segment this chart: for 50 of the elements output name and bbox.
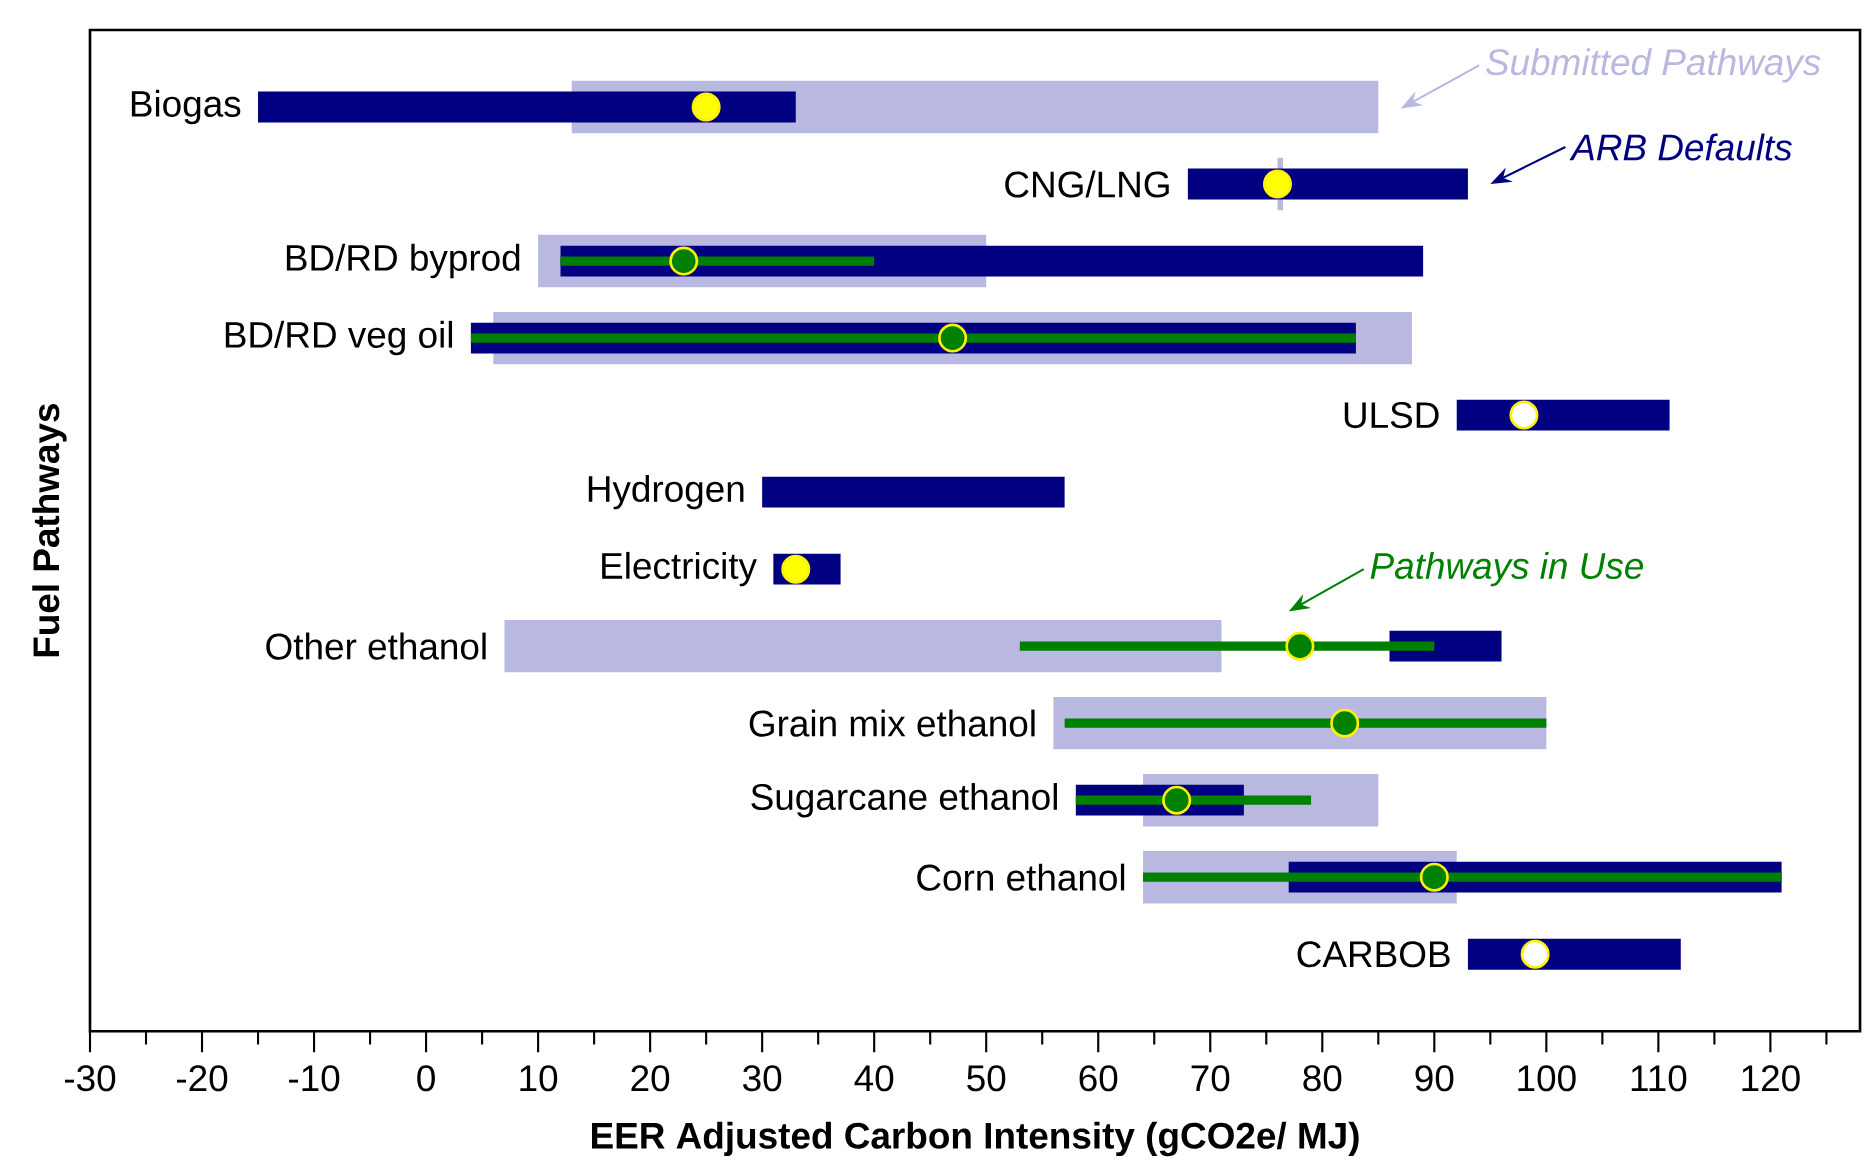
x-tick-label: 90	[1415, 1065, 1454, 1092]
y-tick-label: Electricity	[602, 552, 757, 587]
x-tick-label: -10	[289, 1065, 340, 1092]
bar	[762, 476, 1065, 508]
bar	[258, 91, 796, 123]
x-axis-title: EER Adjusted Carbon Intensity (gCO2e/ MJ)	[592, 1121, 1359, 1157]
point	[1285, 631, 1315, 661]
x-tick-label: 30	[743, 1065, 782, 1092]
x-tick-label: -20	[177, 1065, 228, 1092]
y-tick-label: BD/RD byprod	[286, 244, 520, 279]
point	[781, 554, 811, 584]
x-tick-label: 120	[1742, 1065, 1800, 1092]
point	[669, 246, 699, 276]
legend-label: Submitted Pathways	[1485, 48, 1821, 83]
y-tick-label: Hydrogen	[588, 475, 744, 510]
x-tick-label: 80	[1303, 1065, 1342, 1092]
y-tick-label: Biogas	[131, 90, 241, 125]
x-tick-label: 10	[520, 1065, 558, 1092]
bar	[1456, 399, 1670, 431]
x-tick-label: 40	[854, 1065, 894, 1092]
point	[691, 92, 721, 122]
x-tick-label: 50	[967, 1065, 1006, 1092]
y-tick-label: Corn ethanol	[917, 863, 1125, 892]
y-tick-label: CNG/LNG	[1005, 170, 1169, 198]
x-tick-label: 0	[417, 1065, 435, 1092]
bar	[1187, 168, 1468, 200]
point	[938, 323, 968, 353]
y-tick-label: CARBOB	[1297, 941, 1450, 968]
x-tick-label: 110	[1631, 1065, 1687, 1092]
x-tick-label: 100	[1518, 1065, 1576, 1092]
x-tick-label: 20	[631, 1065, 670, 1092]
x-tick-label: 60	[1079, 1065, 1118, 1092]
point	[1262, 169, 1292, 199]
y-axis-title: Fuel Pathways	[32, 404, 67, 657]
point	[1509, 400, 1539, 430]
point	[1162, 785, 1192, 815]
point	[1520, 939, 1550, 969]
y-tick-label: Grain mix ethanol	[749, 709, 1035, 737]
x-tick-label: -30	[64, 1065, 116, 1092]
y-tick-label: ULSD	[1344, 402, 1439, 429]
legend-label: ARB Defaults	[1569, 133, 1792, 161]
point	[1330, 708, 1360, 738]
bar	[1467, 939, 1681, 970]
y-tick-label: Sugarcane ethanol	[751, 783, 1057, 818]
y-tick-label: BD/RD veg oil	[225, 321, 453, 356]
x-tick-label: 70	[1191, 1065, 1230, 1092]
bar	[504, 620, 1222, 673]
point	[1419, 862, 1449, 892]
y-tick-label: Other ethanol	[266, 632, 486, 660]
legend-label: Pathways in Use	[1370, 552, 1643, 587]
